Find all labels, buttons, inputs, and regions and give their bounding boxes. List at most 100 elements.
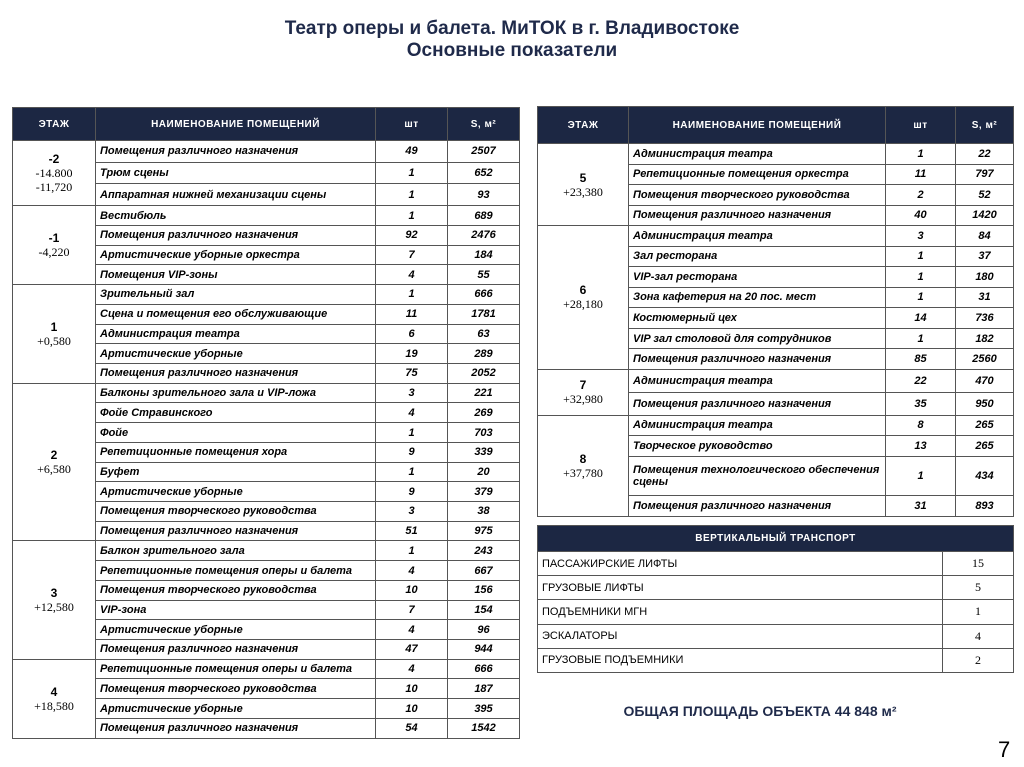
column-header: НАИМЕНОВАНИЕ ПОМЕЩЕНИЙ — [95, 107, 376, 141]
room-area: 2052 — [447, 362, 520, 384]
room-area: 666 — [447, 658, 520, 680]
room-count: 1 — [375, 422, 448, 443]
room-area: 93 — [447, 183, 520, 207]
floor-cell: 8 +37,780 — [537, 414, 629, 518]
room-count: 1 — [885, 327, 956, 350]
row: Помещения различного назначения 51 975 — [13, 520, 520, 542]
floor-level: +28,180 — [563, 297, 603, 312]
header-row: ЭТАЖ НАИМЕНОВАНИЕ ПОМЕЩЕНИЙ шт S, м² — [537, 106, 1014, 144]
room-count: 10 — [375, 698, 448, 719]
room-name: Творческое руководство — [628, 435, 886, 457]
floor-level: -11,720 — [35, 180, 73, 195]
room-area: 379 — [447, 481, 520, 503]
column-header: S, м² — [955, 106, 1014, 144]
room-area: 22 — [955, 143, 1014, 165]
room-area: 2560 — [955, 348, 1014, 370]
room-count: 92 — [375, 224, 448, 246]
room-count: 9 — [375, 441, 448, 463]
floor-number: 8 — [579, 451, 587, 466]
room-count: 13 — [885, 435, 956, 457]
row: Репетиционные помещения оркестра 11 797 — [538, 163, 1014, 186]
row: ПОДЪЕМНИКИ МГН 1 — [537, 599, 1014, 625]
room-name: Репетиционные помещения оперы и балета — [95, 560, 376, 581]
floor-number: 1 — [50, 319, 58, 334]
row: 8 +37,780 Администрация театра 8 265 — [537, 414, 1014, 518]
column-header: НАИМЕНОВАНИЕ ПОМЕЩЕНИЙ — [628, 106, 886, 144]
row: Помещения различного назначения 31 893 — [538, 495, 1014, 517]
room-name: Артистические уборные — [95, 619, 376, 641]
room-area: 63 — [447, 323, 520, 345]
room-name: Артистические уборные — [95, 343, 376, 364]
room-name: Балконы зрительного зала и VIP-ложа — [95, 382, 376, 404]
room-area: 269 — [447, 402, 520, 424]
room-name: Помещения технологического обеспечения с… — [628, 455, 886, 497]
room-area: 243 — [447, 540, 520, 562]
room-name: Администрация театра — [628, 414, 886, 437]
row: 2 +6,580 Балконы зрительного зала и VIP-ло… — [12, 382, 520, 542]
room-area: 180 — [955, 266, 1014, 288]
room-name: VIP-зона — [95, 599, 376, 621]
room-count: 1 — [375, 284, 448, 305]
room-area: 736 — [955, 307, 1014, 329]
room-count: 8 — [885, 414, 956, 437]
row: 1 +0,580 Зрительный зал 1 666 — [12, 284, 520, 384]
floor-cell: 7 +32,980 — [537, 368, 629, 416]
room-count: 3 — [375, 501, 448, 522]
room-name: Вестибюль — [95, 205, 376, 226]
room-count: 2 — [885, 184, 956, 206]
room-count: 85 — [885, 348, 956, 370]
room-name: Помещения различного назначения — [95, 362, 376, 384]
room-count: 1 — [375, 161, 448, 185]
room-count: 7 — [375, 599, 448, 621]
room-count: 10 — [375, 678, 448, 700]
room-name: Помещения различного назначения — [95, 140, 376, 163]
room-name: Балкон зрительного зала — [95, 540, 376, 562]
subtitle: Основные показатели — [406, 40, 618, 61]
column-header: S, м² — [447, 107, 520, 141]
room-area: 689 — [447, 205, 520, 226]
floor-level: +0,580 — [37, 333, 71, 348]
room-area: 395 — [447, 698, 520, 719]
transport-name: ПАССАЖИРСКИЕ ЛИФТЫ — [537, 550, 943, 577]
floor-level: +6,580 — [37, 462, 71, 477]
floor-cell: 4 +18,580 — [12, 658, 96, 740]
floor-cell: 1 +0,580 — [12, 284, 96, 384]
room-name: Помещения творческого руководства — [95, 678, 376, 700]
room-area: 1781 — [447, 303, 520, 325]
room-count: 31 — [885, 495, 956, 517]
room-name: Зона кафетерия на 20 пос. мест — [628, 286, 886, 309]
title: Театр оперы и балета. МиТОК в г. Владиво… — [284, 18, 740, 39]
room-area: 265 — [955, 435, 1014, 457]
room-name: Помещения различного назначения — [628, 391, 886, 416]
room-area: 221 — [447, 382, 520, 404]
room-name: Администрация театра — [628, 143, 886, 165]
room-count: 1 — [375, 183, 448, 207]
room-name: Аппаратная нижней механизации сцены — [95, 183, 376, 207]
floor-cell: 3 +12,580 — [12, 540, 96, 660]
room-area: 470 — [955, 368, 1014, 393]
transport-name: ЭСКАЛАТОРЫ — [537, 623, 943, 649]
room-name: Помещения различного назначения — [628, 204, 886, 227]
room-name: Артистические уборные — [95, 698, 376, 719]
transport-count: 5 — [942, 575, 1014, 601]
row: 5 +23,380 Администрация театра 1 22 — [537, 142, 1014, 227]
room-count: 7 — [375, 244, 448, 266]
floor-number: 6 — [579, 283, 587, 298]
floor-number: 3 — [50, 586, 58, 601]
floor-level: +12,580 — [34, 600, 74, 615]
room-area: 950 — [955, 391, 1014, 416]
room-name: Зрительный зал — [95, 284, 376, 305]
room-area: 55 — [447, 264, 520, 286]
room-count: 47 — [375, 639, 448, 660]
room-area: 652 — [447, 161, 520, 185]
row: Артистические уборные 4 96 — [13, 619, 520, 641]
row: Фойе Стравинского 4 269 — [13, 402, 520, 424]
room-count: 6 — [375, 323, 448, 345]
room-area: 20 — [447, 461, 520, 483]
room-count: 1 — [885, 266, 956, 288]
room-name: Помещения различного назначения — [95, 520, 376, 542]
floor-level: +18,580 — [34, 698, 74, 713]
row: Помещения различного назначения 75 2052 — [13, 362, 520, 384]
room-area: 434 — [955, 455, 1014, 497]
row: Помещения творческого руководства 3 38 — [13, 501, 520, 522]
